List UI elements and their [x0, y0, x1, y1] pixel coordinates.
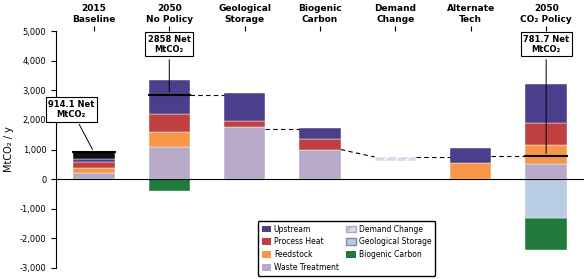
Bar	[526, 179, 567, 218]
Text: 781.7 Net
MtCO₂: 781.7 Net MtCO₂	[523, 35, 569, 153]
Bar	[526, 164, 567, 179]
Bar	[224, 128, 265, 179]
Bar	[375, 157, 416, 161]
Bar	[149, 132, 190, 146]
Bar	[149, 80, 190, 114]
Bar	[526, 85, 567, 123]
Bar	[73, 152, 115, 159]
Bar	[224, 121, 265, 128]
Bar	[299, 128, 340, 139]
Bar	[450, 148, 492, 163]
Text: 2858 Net
MtCO₂: 2858 Net MtCO₂	[148, 35, 191, 92]
Bar	[526, 123, 567, 145]
Bar	[299, 150, 340, 179]
Text: 914.1 Net
MtCO₂: 914.1 Net MtCO₂	[48, 100, 95, 150]
Bar	[450, 163, 492, 179]
Bar	[526, 218, 567, 250]
Bar	[224, 93, 265, 121]
Bar	[73, 168, 115, 173]
Bar	[73, 162, 115, 168]
Bar	[73, 173, 115, 179]
Bar	[149, 179, 190, 191]
Bar	[526, 145, 567, 164]
Bar	[149, 114, 190, 132]
Bar	[149, 146, 190, 179]
Y-axis label: MtCO₂ / y: MtCO₂ / y	[4, 127, 14, 172]
Legend: Upstream, Process Heat, Feedstock, Waste Treatment, Demand Change, Geological St: Upstream, Process Heat, Feedstock, Waste…	[258, 221, 435, 276]
Bar	[73, 159, 115, 162]
Bar	[299, 139, 340, 150]
